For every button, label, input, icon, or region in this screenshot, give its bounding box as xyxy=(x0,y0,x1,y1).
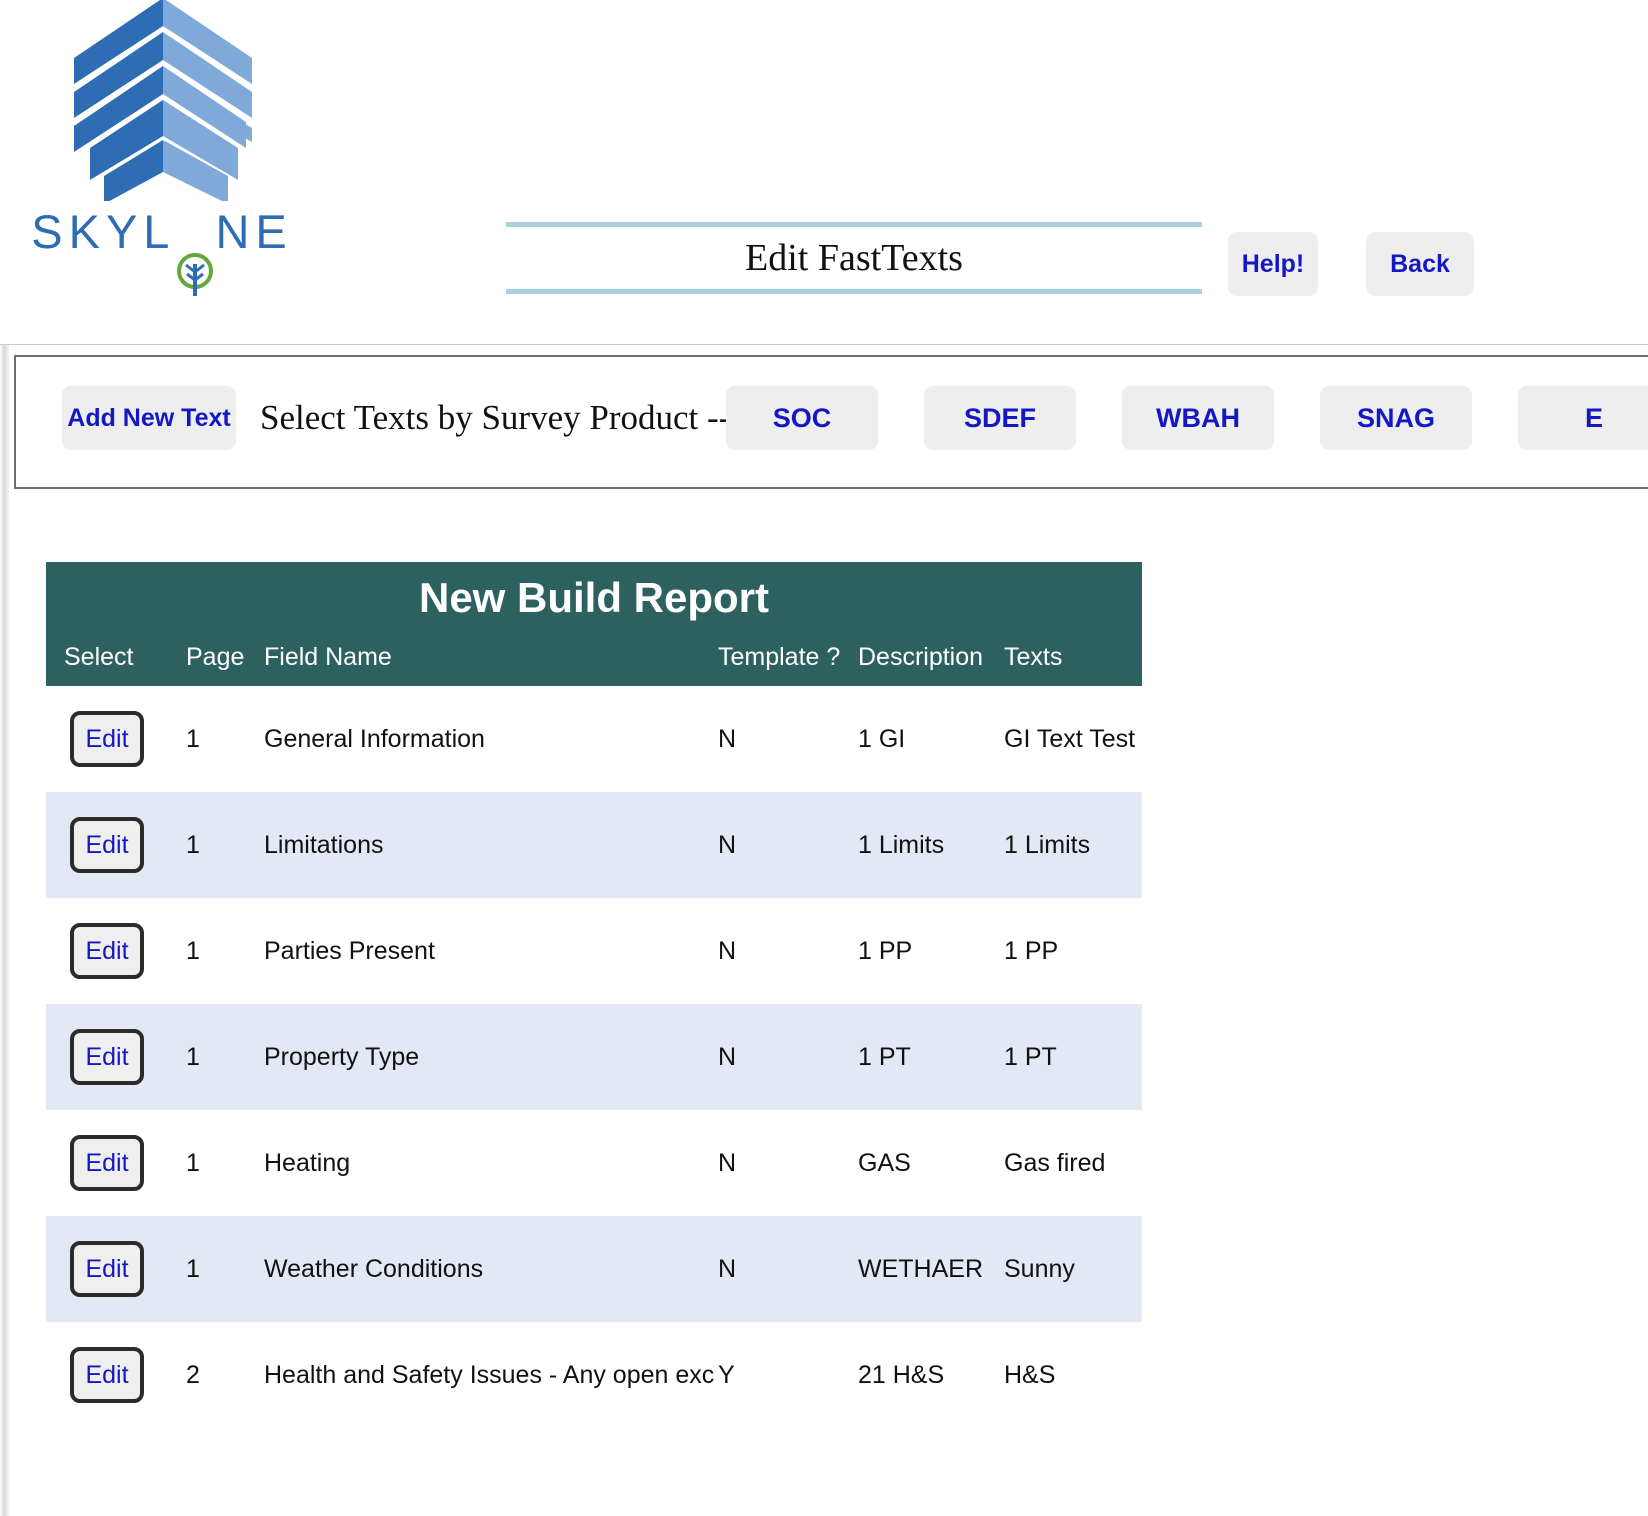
page-title-block: Edit FastTexts xyxy=(506,222,1202,294)
cell-field-name: Limitations xyxy=(264,831,384,859)
table-row: Edit 1 General Information N 1 GI GI Text Tes… xyxy=(46,686,1142,792)
title-rule-bottom xyxy=(506,289,1202,294)
product-button-soc[interactable]: SOC xyxy=(726,386,878,450)
edit-button[interactable]: Edit xyxy=(70,1347,144,1403)
cell-page: 2 xyxy=(186,1361,200,1389)
cell-field-name: Parties Present xyxy=(264,937,435,965)
cell-texts: 1 Limits xyxy=(1004,831,1091,859)
cell-description: WETHAER xyxy=(858,1255,983,1283)
cell-description: 1 GI xyxy=(858,725,906,753)
table-column-headers: Select Page Field Name Template ? Descri… xyxy=(46,634,1142,686)
fasttexts-table: New Build Report Select Page Field Name … xyxy=(46,562,1142,1428)
table-row: Edit 1 Property Type N 1 PT 1 PT xyxy=(46,1004,1142,1110)
cell-page: 1 xyxy=(186,725,200,753)
page-header: SKYL NE Edit FastTexts Help! Back xyxy=(0,0,1648,345)
brand-logo: SKYL NE xyxy=(22,0,302,296)
add-new-text-button[interactable]: Add New Text xyxy=(62,386,236,450)
table-row: Edit 1 Limitations N 1 Limits 1 Limits xyxy=(46,792,1142,898)
column-header-field-name: Field Name xyxy=(264,643,392,671)
brand-wordmark: SKYL NE xyxy=(22,204,302,296)
column-header-select: Select xyxy=(64,643,134,671)
cell-template: N xyxy=(718,1255,737,1283)
cell-texts: 1 PP xyxy=(1004,937,1059,965)
cell-texts: GI Text Test xyxy=(1004,725,1136,753)
cell-description: 21 H&S xyxy=(858,1361,945,1389)
cell-page: 1 xyxy=(186,937,200,965)
page-title: Edit FastTexts xyxy=(745,237,963,279)
skyline-building-logo-icon xyxy=(74,0,252,201)
table-row: Edit 1 Weather Conditions N WETHAER Sunny xyxy=(46,1216,1142,1322)
title-rule-top xyxy=(506,222,1202,227)
brand-wordmark-part2: NE xyxy=(215,205,293,258)
column-header-template: Template ? xyxy=(718,643,841,671)
cell-page: 1 xyxy=(186,1149,200,1177)
edit-button[interactable]: Edit xyxy=(70,1135,144,1191)
cell-description: 1 Limits xyxy=(858,831,945,859)
cell-field-name: Health and Safety Issues - Any open exca xyxy=(264,1361,714,1389)
cell-description: GAS xyxy=(858,1149,911,1177)
table-row: Edit 1 Parties Present N 1 PP 1 PP xyxy=(46,898,1142,1004)
product-button-e[interactable]: E xyxy=(1518,386,1648,450)
left-edge-gutter xyxy=(0,0,9,1516)
tree-icon xyxy=(177,253,214,296)
cell-page: 1 xyxy=(186,831,200,859)
column-header-page: Page xyxy=(186,643,245,671)
cell-template: N xyxy=(718,1043,737,1071)
cell-template: N xyxy=(718,725,737,753)
table-row: Edit 2 Health and Safety Issues - Any open… xyxy=(46,1322,1142,1428)
cell-description: 1 PP xyxy=(858,937,913,965)
cell-template: Y xyxy=(718,1361,735,1389)
table-title: New Build Report xyxy=(46,562,1142,634)
cell-template: N xyxy=(718,831,737,859)
cell-field-name: Heating xyxy=(264,1149,351,1177)
table-body: Edit 1 General Information N 1 GI GI Text Tes… xyxy=(46,686,1142,1428)
help-button[interactable]: Help! xyxy=(1228,232,1318,296)
cell-page: 1 xyxy=(186,1043,200,1071)
column-header-description: Description xyxy=(858,643,984,671)
edit-button[interactable]: Edit xyxy=(70,1241,144,1297)
cell-page: 1 xyxy=(186,1255,200,1283)
select-product-prompt: Select Texts by Survey Product --> xyxy=(260,398,751,437)
cell-field-name: Weather Conditions xyxy=(264,1255,484,1283)
cell-texts: H&S xyxy=(1004,1361,1056,1389)
cell-description: 1 PT xyxy=(858,1043,911,1071)
edit-button[interactable]: Edit xyxy=(70,923,144,979)
edit-button[interactable]: Edit xyxy=(70,711,144,767)
edit-button[interactable]: Edit xyxy=(70,817,144,873)
edit-button[interactable]: Edit xyxy=(70,1029,144,1085)
cell-texts: Sunny xyxy=(1004,1255,1075,1283)
product-toolbar: Add New Text Select Texts by Survey Prod… xyxy=(14,355,1648,489)
cell-texts: Gas fired xyxy=(1004,1149,1106,1177)
cell-field-name: General Information xyxy=(264,725,485,753)
cell-template: N xyxy=(718,937,737,965)
cell-template: N xyxy=(718,1149,737,1177)
table-row: Edit 1 Heating N GAS Gas fired xyxy=(46,1110,1142,1216)
back-button[interactable]: Back xyxy=(1366,232,1474,296)
toolbar-inner: Add New Text Select Texts by Survey Prod… xyxy=(16,357,1648,487)
brand-wordmark-part1: SKYL xyxy=(31,205,176,258)
product-button-sdef[interactable]: SDEF xyxy=(924,386,1076,450)
column-header-texts: Texts xyxy=(1004,643,1063,671)
cell-field-name: Property Type xyxy=(264,1043,420,1071)
cell-texts: 1 PT xyxy=(1004,1043,1057,1071)
product-button-wbah[interactable]: WBAH xyxy=(1122,386,1274,450)
product-button-snag[interactable]: SNAG xyxy=(1320,386,1472,450)
